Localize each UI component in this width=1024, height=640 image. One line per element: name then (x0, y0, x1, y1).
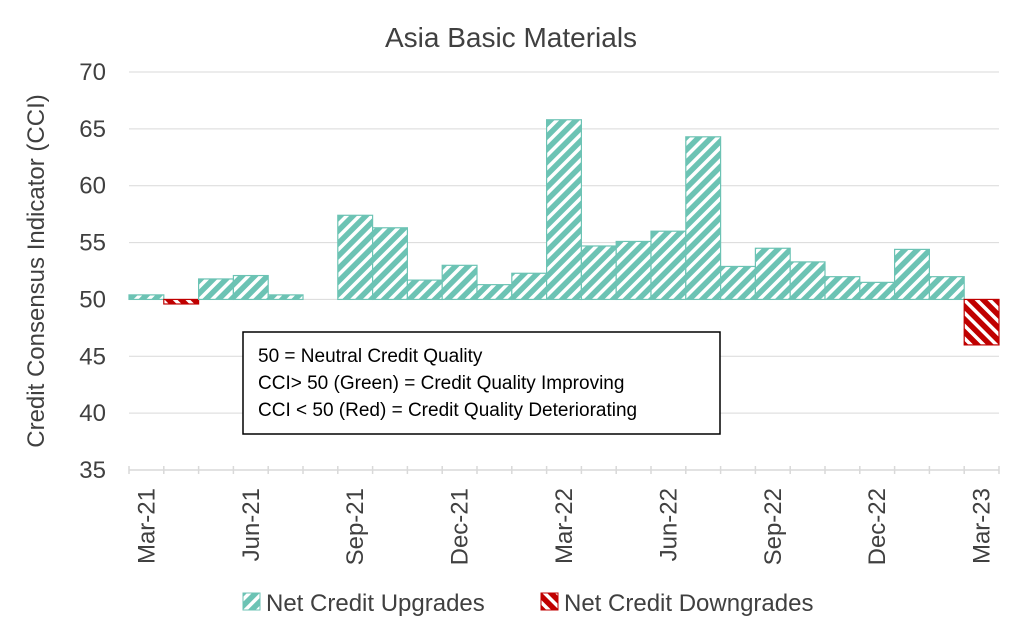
legend-label-downgrades: Net Credit Downgrades (564, 590, 813, 617)
x-tick-label: Mar-21 (133, 488, 160, 564)
bar-jan-23 (893, 248, 930, 301)
y-tick-label: 45 (79, 343, 106, 370)
bar-oct-22 (789, 261, 826, 301)
annotation-box: 50 = Neutral Credit Quality CCI> 50 (Gre… (242, 331, 721, 435)
annotation-line-2: CCI> 50 (Green) = Credit Quality Improvi… (258, 373, 624, 394)
bar-dec-21 (441, 264, 478, 301)
bar-apr-22 (580, 245, 617, 301)
annotation-line-3: CCI < 50 (Red) = Credit Quality Deterior… (258, 400, 637, 421)
x-tick-label: Sep-22 (760, 488, 787, 565)
legend: Net Credit Upgrades Net Credit Downgrade… (242, 590, 813, 617)
y-axis-label: Credit Consensus Indicator (CCI) (23, 94, 50, 447)
bar-jul-21 (267, 294, 304, 301)
x-axis: Mar-21 Jun-21 Sep-21 Dec-21 Mar-22 Jun-22 Sep-… (128, 466, 1000, 565)
bar-nov-22 (824, 276, 861, 301)
legend-label-upgrades: Net Credit Upgrades (266, 590, 485, 617)
y-tick-label: 55 (79, 230, 106, 257)
bar-nov-21 (406, 279, 443, 301)
x-tick-label: Mar-22 (551, 488, 578, 564)
bar-dec-22 (859, 281, 896, 301)
legend-swatch-upgrades (242, 592, 261, 611)
y-tick-label: 65 (79, 116, 106, 143)
bar-jun-22 (650, 230, 687, 301)
bar-jun-21 (232, 274, 269, 301)
bar-jan-22 (476, 284, 513, 301)
y-tick-label: 70 (79, 59, 106, 86)
y-tick-labels: 35 40 45 50 55 60 65 70 (79, 59, 106, 484)
bar-jul-22 (685, 136, 722, 301)
bar-mar-22 (545, 119, 582, 301)
bar-feb-22 (511, 272, 548, 301)
legend-swatch-downgrades (540, 592, 559, 611)
y-tick-label: 50 (79, 286, 106, 313)
bar-oct-21 (372, 227, 409, 301)
x-tick-label: Mar-23 (969, 488, 996, 564)
bar-sep-21 (337, 214, 374, 301)
x-tick-label: Jun-21 (238, 488, 265, 561)
bar-mar-23 (963, 298, 1000, 346)
bar-mar-21 (128, 294, 165, 301)
bar-aug-22 (719, 265, 756, 301)
x-tick-label: Dec-21 (447, 488, 474, 565)
y-tick-label: 60 (79, 173, 106, 200)
x-tick-label: Jun-22 (655, 488, 682, 561)
annotation-line-1: 50 = Neutral Credit Quality (258, 346, 483, 367)
bar-apr-21 (163, 298, 200, 305)
bar-may-21 (198, 278, 235, 301)
x-tick-label: Sep-21 (342, 488, 369, 565)
chart-title: Asia Basic Materials (385, 22, 637, 53)
bar-feb-23 (928, 276, 965, 301)
bars (128, 119, 1000, 346)
bar-may-22 (615, 240, 652, 301)
y-tick-label: 35 (79, 457, 106, 484)
x-tick-label: Dec-22 (864, 488, 891, 565)
bar-sep-22 (754, 247, 791, 301)
y-tick-label: 40 (79, 400, 106, 427)
